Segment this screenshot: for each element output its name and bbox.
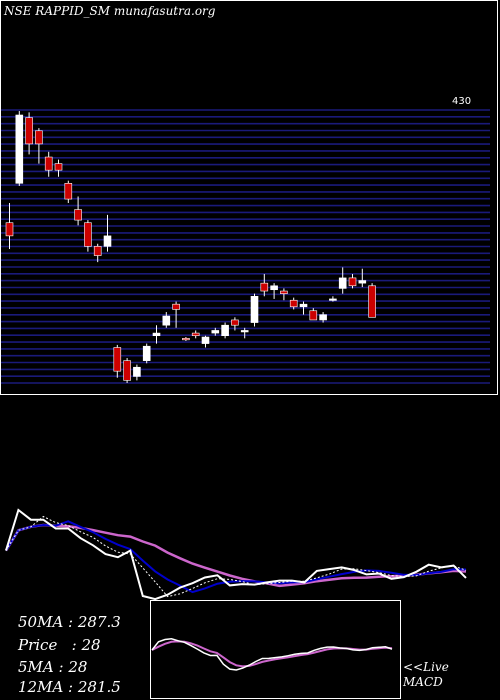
bear-candle bbox=[93, 246, 102, 256]
ma-mid-line bbox=[5, 520, 467, 594]
bear-candle bbox=[113, 347, 122, 372]
chart-title: NSE RAPPID_SM munafasutra.org bbox=[4, 4, 216, 18]
bull-candle bbox=[142, 345, 151, 361]
bear-candle bbox=[64, 183, 73, 200]
bull-candle bbox=[201, 336, 210, 344]
price-label: Price : 28 bbox=[18, 636, 101, 654]
live-link[interactable]: <<Live bbox=[403, 660, 449, 674]
bull-candle bbox=[319, 314, 327, 321]
price-panel-frame bbox=[0, 0, 498, 395]
bull-candle bbox=[162, 315, 171, 326]
macd-line bbox=[151, 638, 393, 671]
price-axis-label: 430 bbox=[452, 96, 471, 107]
bull-candle bbox=[15, 114, 24, 184]
bear-candle bbox=[182, 338, 190, 341]
bear-candle bbox=[123, 360, 131, 381]
macd-panel-frame bbox=[150, 600, 401, 699]
bear-candle bbox=[309, 310, 318, 321]
bear-candle bbox=[25, 117, 33, 145]
ma50-label: 50MA : 287.3 bbox=[18, 613, 121, 631]
bear-candle bbox=[84, 222, 92, 247]
bear-candle bbox=[5, 222, 14, 237]
bull-candle bbox=[329, 298, 337, 301]
bear-candle bbox=[348, 277, 357, 287]
bull-candle bbox=[338, 277, 347, 289]
ma12-label: 12MA : 281.5 bbox=[18, 678, 121, 696]
bear-candle bbox=[54, 163, 63, 171]
bull-candle bbox=[211, 330, 220, 334]
bull-candle bbox=[250, 295, 259, 323]
bull-candle bbox=[221, 324, 229, 337]
bull-candle bbox=[152, 332, 161, 337]
bear-candle bbox=[35, 130, 43, 145]
bear-candle bbox=[231, 319, 239, 326]
bear-candle bbox=[74, 209, 82, 221]
price-line bbox=[5, 508, 467, 601]
ma-short-dotted-line bbox=[5, 515, 467, 598]
bull-candle bbox=[270, 285, 278, 291]
bull-candle bbox=[240, 330, 249, 333]
bear-candle bbox=[172, 303, 180, 310]
bull-candle bbox=[103, 235, 112, 247]
bull-candle bbox=[133, 366, 141, 377]
ma5-label: 5MA : 28 bbox=[18, 658, 88, 676]
bear-candle bbox=[289, 299, 298, 308]
bull-candle bbox=[358, 280, 367, 284]
bear-candle bbox=[368, 285, 376, 318]
bull-candle bbox=[299, 303, 308, 308]
bear-candle bbox=[44, 156, 53, 171]
bear-candle bbox=[280, 290, 288, 294]
bear-candle bbox=[260, 282, 269, 292]
macd-label: MACD bbox=[403, 675, 443, 689]
bear-candle bbox=[191, 332, 200, 337]
